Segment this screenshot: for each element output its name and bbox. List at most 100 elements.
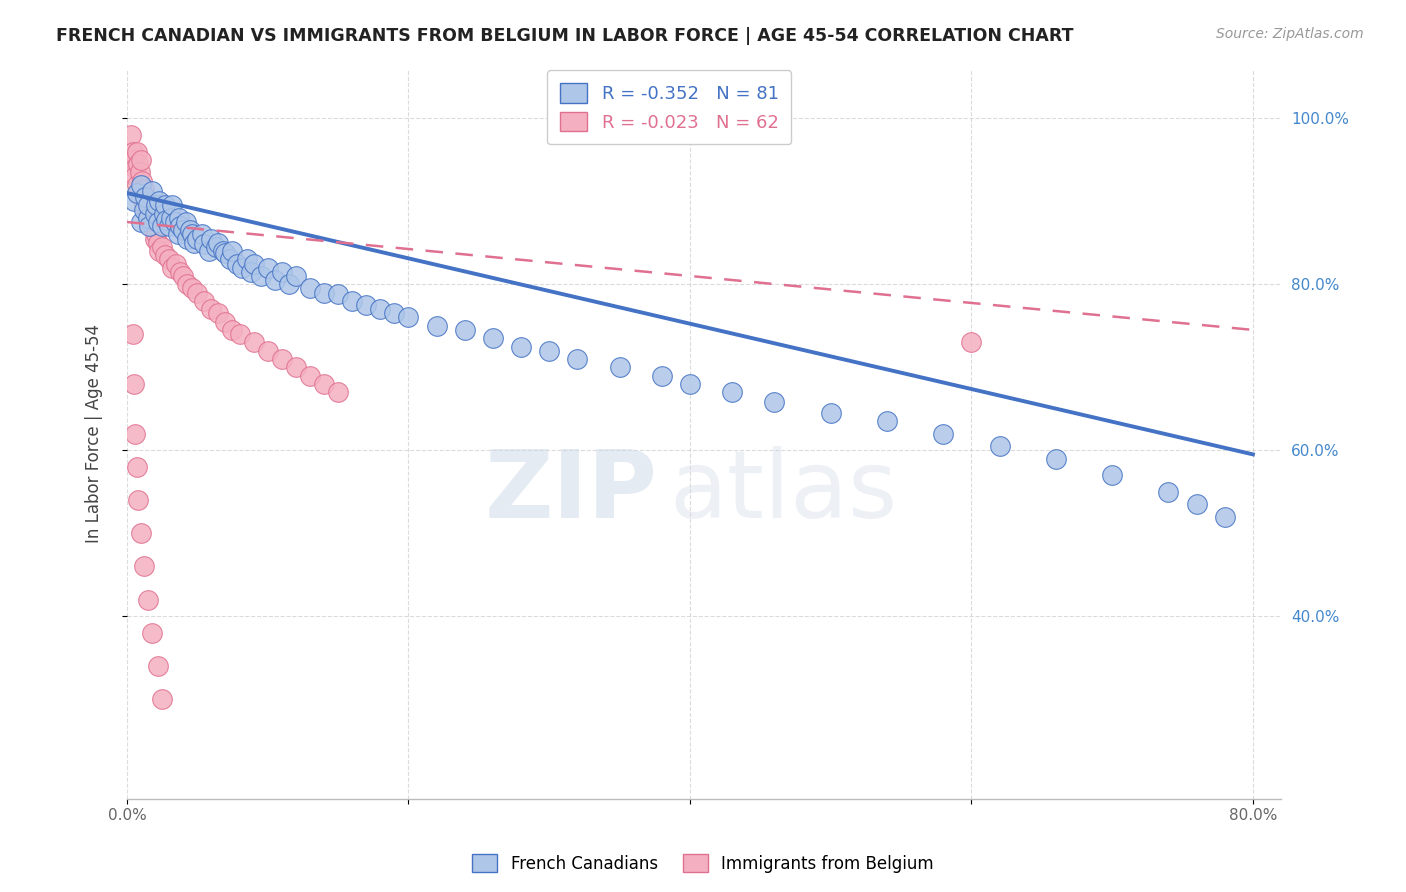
Text: atlas: atlas <box>669 446 897 538</box>
Point <box>270 265 292 279</box>
Point <box>166 227 188 242</box>
Point <box>143 232 166 246</box>
Point <box>129 190 152 204</box>
Point <box>150 219 173 234</box>
Point <box>193 237 215 252</box>
Point <box>143 207 166 221</box>
Point <box>567 351 589 366</box>
Point <box>298 368 321 383</box>
Point <box>180 227 202 242</box>
Point <box>242 335 264 350</box>
Point <box>150 240 173 254</box>
Point <box>125 178 148 192</box>
Point <box>1185 497 1208 511</box>
Text: Source: ZipAtlas.com: Source: ZipAtlas.com <box>1216 27 1364 41</box>
Point <box>132 182 155 196</box>
Point <box>256 343 278 358</box>
Point <box>136 211 159 225</box>
Legend: French Canadians, Immigrants from Belgium: French Canadians, Immigrants from Belgiu… <box>465 847 941 880</box>
Point <box>134 190 156 204</box>
Point <box>155 212 177 227</box>
Point <box>207 306 229 320</box>
Point <box>235 252 257 267</box>
Point <box>207 235 229 250</box>
Point <box>988 439 1011 453</box>
Point <box>204 240 226 254</box>
Point <box>179 223 201 237</box>
Point <box>326 385 349 400</box>
Point <box>284 360 307 375</box>
Point <box>127 186 149 200</box>
Point <box>124 426 146 441</box>
Point <box>141 219 163 234</box>
Point <box>148 194 170 209</box>
Point <box>125 145 148 159</box>
Point <box>150 692 173 706</box>
Point <box>148 244 170 258</box>
Point <box>396 310 419 325</box>
Point <box>124 169 146 184</box>
Legend: R = -0.352   N = 81, R = -0.023   N = 62: R = -0.352 N = 81, R = -0.023 N = 62 <box>547 70 792 145</box>
Point <box>127 493 149 508</box>
Point <box>157 219 180 234</box>
Point <box>129 215 152 229</box>
Point <box>122 194 145 209</box>
Point <box>960 335 983 350</box>
Point <box>153 198 176 212</box>
Point <box>145 227 167 242</box>
Point <box>651 368 673 383</box>
Point <box>876 414 898 428</box>
Point <box>160 198 183 212</box>
Point <box>298 281 321 295</box>
Point <box>326 287 349 301</box>
Point <box>141 625 163 640</box>
Point <box>176 277 198 292</box>
Point <box>174 215 197 229</box>
Point <box>122 153 145 167</box>
Point <box>354 298 377 312</box>
Point <box>454 323 477 337</box>
Point <box>312 285 335 300</box>
Point <box>169 265 191 279</box>
Point <box>249 268 271 283</box>
Point <box>135 202 157 217</box>
Point <box>721 385 744 400</box>
Point <box>128 165 150 179</box>
Point <box>153 248 176 262</box>
Point <box>221 244 243 258</box>
Point <box>270 351 292 366</box>
Point <box>538 343 561 358</box>
Point <box>510 339 533 353</box>
Point <box>340 293 363 308</box>
Point <box>121 145 143 159</box>
Point <box>1101 468 1123 483</box>
Point <box>129 526 152 541</box>
Point <box>256 260 278 275</box>
Point <box>197 244 219 258</box>
Point <box>127 157 149 171</box>
Point <box>482 331 505 345</box>
Point <box>193 293 215 308</box>
Point <box>138 215 160 229</box>
Point <box>138 219 160 234</box>
Point <box>160 260 183 275</box>
Point <box>312 376 335 391</box>
Point <box>167 211 190 225</box>
Point <box>163 215 186 229</box>
Point <box>132 559 155 574</box>
Point <box>820 406 842 420</box>
Point <box>120 128 142 142</box>
Point <box>125 459 148 474</box>
Point <box>228 327 250 342</box>
Point <box>165 256 187 270</box>
Point <box>200 232 222 246</box>
Point <box>679 376 702 391</box>
Point <box>176 232 198 246</box>
Point <box>190 227 212 242</box>
Point <box>121 327 143 342</box>
Point <box>129 153 152 167</box>
Point <box>129 178 152 192</box>
Point <box>124 161 146 175</box>
Point <box>146 215 169 229</box>
Point <box>132 198 155 212</box>
